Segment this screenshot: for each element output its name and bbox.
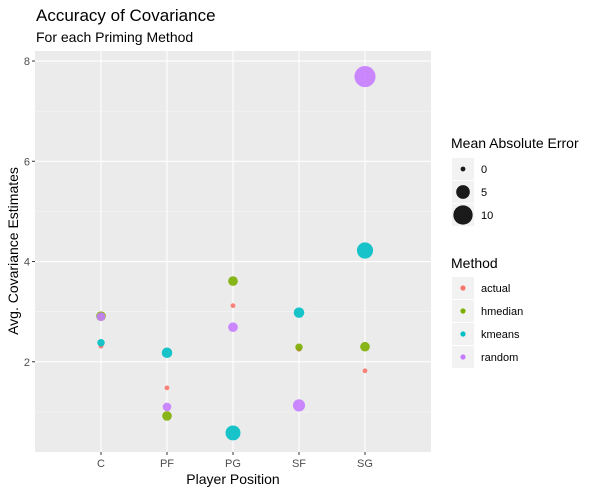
y-tick-label: 2 <box>24 357 30 369</box>
data-point-actual <box>164 385 170 391</box>
data-point-hmedian <box>295 343 303 351</box>
y-axis-label: Avg. Covariance Estimates <box>5 167 21 335</box>
data-point-actual <box>362 368 368 374</box>
size-legend-dot <box>460 166 466 172</box>
data-point-hmedian <box>360 341 370 352</box>
data-point-random <box>162 402 172 412</box>
x-tick-label: PG <box>225 458 241 470</box>
data-point-hmedian <box>162 411 172 421</box>
method-legend-label: kmeans <box>481 329 520 341</box>
size-legend: Mean Absolute Error 0 5 10 <box>451 135 579 226</box>
y-tick-label: 6 <box>24 156 30 168</box>
data-point-random <box>96 312 106 321</box>
data-point-kmeans <box>293 307 305 318</box>
chart-title: Accuracy of Covariance <box>36 6 216 25</box>
y-tick-label: 4 <box>24 257 30 269</box>
grid-lines <box>35 51 431 452</box>
data-point-hmedian <box>228 276 238 286</box>
x-tick-label: PF <box>160 458 174 470</box>
size-legend-label: 10 <box>481 210 493 222</box>
x-axis-label: Player Position <box>186 471 279 487</box>
data-points <box>96 65 376 441</box>
method-legend: Method actual hmedian kmeans random <box>451 255 523 368</box>
method-legend-label: random <box>481 352 518 364</box>
size-legend-dot <box>453 205 473 225</box>
size-legend-label: 0 <box>481 164 487 176</box>
data-point-kmeans <box>356 242 374 259</box>
y-tick-label: 8 <box>24 56 30 68</box>
data-point-random <box>292 399 306 412</box>
method-legend-title: Method <box>451 255 498 271</box>
method-legend-dot-hmedian <box>460 308 466 314</box>
x-tick-label: SF <box>292 458 306 470</box>
size-legend-label: 5 <box>481 187 487 199</box>
size-legend-dot <box>456 185 470 199</box>
x-axis-ticks: C PF PG SF SG <box>97 452 373 470</box>
data-point-kmeans <box>225 425 241 441</box>
data-point-actual <box>230 303 236 309</box>
method-legend-dot-random <box>460 354 466 360</box>
data-point-random <box>354 65 376 88</box>
y-axis-ticks: 2 4 6 8 <box>24 56 35 369</box>
x-tick-label: SG <box>357 458 373 470</box>
size-legend-title: Mean Absolute Error <box>451 135 579 151</box>
data-point-kmeans <box>97 338 105 347</box>
data-point-random <box>228 322 238 333</box>
method-legend-dot-kmeans <box>460 331 466 337</box>
method-legend-label: actual <box>481 283 510 295</box>
method-legend-label: hmedian <box>481 306 523 318</box>
data-point-kmeans <box>161 347 173 359</box>
method-legend-dot-actual <box>460 285 466 291</box>
chart-subtitle: For each Priming Method <box>36 29 193 45</box>
x-tick-label: C <box>97 458 105 470</box>
